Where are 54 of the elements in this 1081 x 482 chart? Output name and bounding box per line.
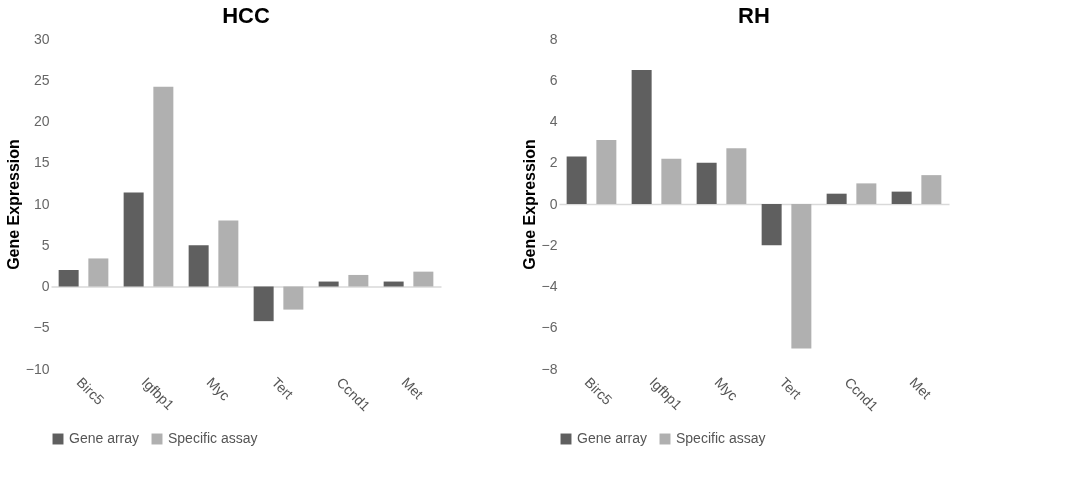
bar xyxy=(596,140,617,204)
bar xyxy=(58,270,79,287)
bar xyxy=(856,183,877,204)
bar xyxy=(791,204,812,349)
y-tick-label: −2 xyxy=(541,236,558,253)
bar xyxy=(253,286,274,322)
bar xyxy=(383,281,404,287)
chart-title: RH xyxy=(738,3,770,28)
bar xyxy=(218,220,239,287)
legend-label: Specific assay xyxy=(676,430,766,446)
bar xyxy=(566,156,587,204)
x-tick-label: Tert xyxy=(268,374,297,402)
y-tick-label: −6 xyxy=(541,319,558,336)
y-axis-title: Gene Expression xyxy=(4,139,22,270)
y-tick-label: −8 xyxy=(541,360,558,377)
legend-label: Specific assay xyxy=(168,430,258,446)
bar xyxy=(413,271,434,287)
bar xyxy=(696,162,717,204)
bar xyxy=(188,245,209,287)
y-tick-label: 20 xyxy=(33,113,50,129)
y-tick-label: 0 xyxy=(549,195,558,212)
y-tick-label: −10 xyxy=(25,360,50,377)
chart-title: HCC xyxy=(222,3,270,28)
y-tick-label: 15 xyxy=(33,154,50,171)
x-tick-label: Tert xyxy=(776,374,805,402)
y-tick-label: 4 xyxy=(549,113,558,129)
y-tick-label: 6 xyxy=(549,71,558,88)
legend-label: Gene array xyxy=(69,430,140,446)
y-tick-label: 0 xyxy=(41,278,50,294)
x-tick-label: Met xyxy=(906,374,935,402)
y-axis-title: Gene Expression xyxy=(520,139,538,270)
y-tick-label: 8 xyxy=(549,30,558,47)
bar xyxy=(761,204,782,246)
bar xyxy=(88,258,109,287)
bar xyxy=(153,86,174,287)
y-tick-label: −5 xyxy=(33,319,50,336)
y-tick-label: 2 xyxy=(549,154,558,171)
bar xyxy=(123,192,144,287)
bar xyxy=(726,148,747,204)
bar xyxy=(318,281,339,287)
y-tick-label: −4 xyxy=(541,278,558,294)
bar xyxy=(348,274,369,287)
bar xyxy=(921,175,942,204)
bar xyxy=(283,286,304,310)
bar xyxy=(631,69,652,204)
y-tick-label: 10 xyxy=(33,195,50,212)
y-tick-label: 25 xyxy=(33,71,50,88)
y-tick-label: 5 xyxy=(41,236,50,253)
legend-label: Gene array xyxy=(577,430,648,446)
y-tick-label: 30 xyxy=(33,30,50,47)
bar xyxy=(661,158,682,204)
bar xyxy=(826,193,847,204)
bar xyxy=(891,191,912,204)
x-tick-label: Met xyxy=(398,374,427,402)
